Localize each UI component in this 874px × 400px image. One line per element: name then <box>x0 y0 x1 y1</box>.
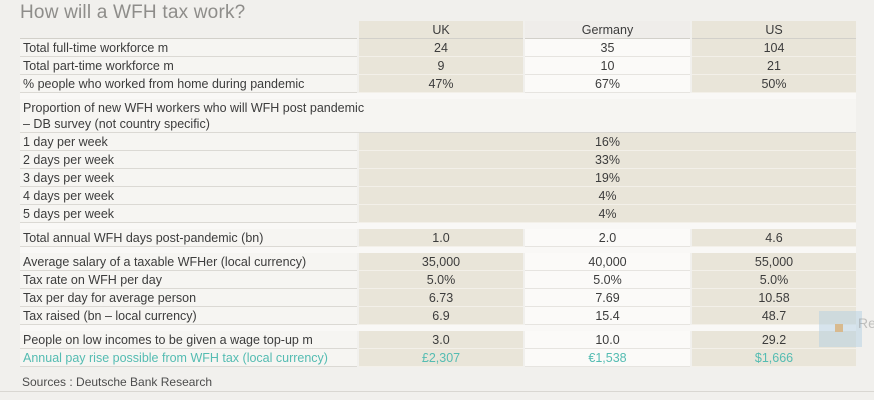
column-header-us: US <box>692 21 856 39</box>
row-label: Average salary of a taxable WFHer (local… <box>20 253 357 271</box>
value-cell-uk: 6.9 <box>359 307 523 325</box>
value-cell-germany: 7.69 <box>525 289 690 307</box>
value-cell-germany: 10 <box>525 57 690 75</box>
table-row: Total full-time workforce m 24 35 104 <box>20 39 856 57</box>
row-label: Total annual WFH days post-pandemic (bn) <box>20 229 357 247</box>
value-cell-uk: 1.0 <box>359 229 523 247</box>
watermark-letters: Re <box>858 315 874 331</box>
value-cell-germany: 40,000 <box>525 253 690 271</box>
row-label: Total full-time workforce m <box>20 39 357 57</box>
table-row: 2 days per week 33% <box>20 151 856 169</box>
row-label: 5 days per week <box>20 205 357 223</box>
column-header-uk: UK <box>359 21 523 39</box>
value-cell-us: 10.58 <box>692 289 856 307</box>
value-cell-us: 21 <box>692 57 856 75</box>
table-row: 4 days per week 4% <box>20 187 856 205</box>
value-cell-uk: 6.73 <box>359 289 523 307</box>
merged-value-cell: 19% <box>359 169 856 187</box>
value-cell-us: 55,000 <box>692 253 856 271</box>
row-label: Total part-time workforce m <box>20 57 357 75</box>
table-row: People on low incomes to be given a wage… <box>20 331 856 349</box>
value-cell-uk: 24 <box>359 39 523 57</box>
spacer-row <box>20 325 856 331</box>
section-header-label: Proportion of new WFH workers who will W… <box>23 100 365 131</box>
table-row: % people who worked from home during pan… <box>20 75 856 93</box>
merged-value-cell: 4% <box>359 187 856 205</box>
value-cell-germany: 5.0% <box>525 271 690 289</box>
table-row: 1 day per week 16% <box>20 133 856 151</box>
bottom-divider <box>0 391 874 392</box>
row-label: 1 day per week <box>20 133 357 151</box>
table-header-row: UK Germany US <box>20 21 856 39</box>
row-label: 4 days per week <box>20 187 357 205</box>
table-rows: UK Germany US Total full-time workforce m 24… <box>20 21 856 367</box>
row-label: Tax per day for average person <box>20 289 357 307</box>
table-row: Total part-time workforce m 9 10 21 <box>20 57 856 75</box>
spacer-row <box>20 247 856 253</box>
spacer-row <box>20 223 856 229</box>
table-row: Tax rate on WFH per day 5.0% 5.0% 5.0% <box>20 271 856 289</box>
value-cell-us: 29.2 <box>692 331 856 349</box>
value-cell-germany: 15.4 <box>525 307 690 325</box>
row-label: 2 days per week <box>20 151 357 169</box>
value-cell-germany: €1,538 <box>525 349 690 367</box>
value-cell-uk: 9 <box>359 57 523 75</box>
page-title: How will a WFH tax work? <box>20 2 246 23</box>
value-cell-us: $1,666 <box>692 349 856 367</box>
spacer-row <box>20 93 856 99</box>
row-label: % people who worked from home during pan… <box>20 75 357 93</box>
row-label: Tax rate on WFH per day <box>20 271 357 289</box>
table-row: 3 days per week 19% <box>20 169 856 187</box>
column-header-germany: Germany <box>525 21 690 39</box>
value-cell-germany: 10.0 <box>525 331 690 349</box>
value-cell-us: 104 <box>692 39 856 57</box>
table-row: Tax raised (bn – local currency) 6.9 15.4 4… <box>20 307 856 325</box>
corner-cell <box>20 21 357 39</box>
table-row: Annual pay rise possible from WFH tax (l… <box>20 349 856 367</box>
value-cell-us: 50% <box>692 75 856 93</box>
value-cell-uk: 35,000 <box>359 253 523 271</box>
value-cell-germany: 35 <box>525 39 690 57</box>
value-cell-germany: 67% <box>525 75 690 93</box>
section-header-cell: Proportion of new WFH workers who will W… <box>20 99 856 133</box>
value-cell-us: 5.0% <box>692 271 856 289</box>
table-row: 5 days per week 4% <box>20 205 856 223</box>
sources-note: Sources : Deutsche Bank Research <box>22 375 213 389</box>
table-row: Average salary of a taxable WFHer (local… <box>20 253 856 271</box>
merged-value-cell: 16% <box>359 133 856 151</box>
watermark-dot-icon <box>835 324 843 332</box>
value-cell-us: 48.7 <box>692 307 856 325</box>
value-cell-uk: 5.0% <box>359 271 523 289</box>
value-cell-uk: 47% <box>359 75 523 93</box>
merged-value-cell: 33% <box>359 151 856 169</box>
row-label: Tax raised (bn – local currency) <box>20 307 357 325</box>
value-cell-uk: £2,307 <box>359 349 523 367</box>
table-row: Tax per day for average person 6.73 7.69 10… <box>20 289 856 307</box>
value-cell-us: 4.6 <box>692 229 856 247</box>
merged-value-cell: 4% <box>359 205 856 223</box>
row-label: People on low incomes to be given a wage… <box>20 331 357 349</box>
value-cell-germany: 2.0 <box>525 229 690 247</box>
watermark-overlay <box>819 311 862 347</box>
value-cell-uk: 3.0 <box>359 331 523 349</box>
table-row: Total annual WFH days post-pandemic (bn)… <box>20 229 856 247</box>
row-label: Annual pay rise possible from WFH tax (l… <box>20 349 357 367</box>
data-table: UK Germany US Total full-time workforce m 24… <box>20 21 856 367</box>
row-label: 3 days per week <box>20 169 357 187</box>
section-header-row: Proportion of new WFH workers who will W… <box>20 99 856 133</box>
